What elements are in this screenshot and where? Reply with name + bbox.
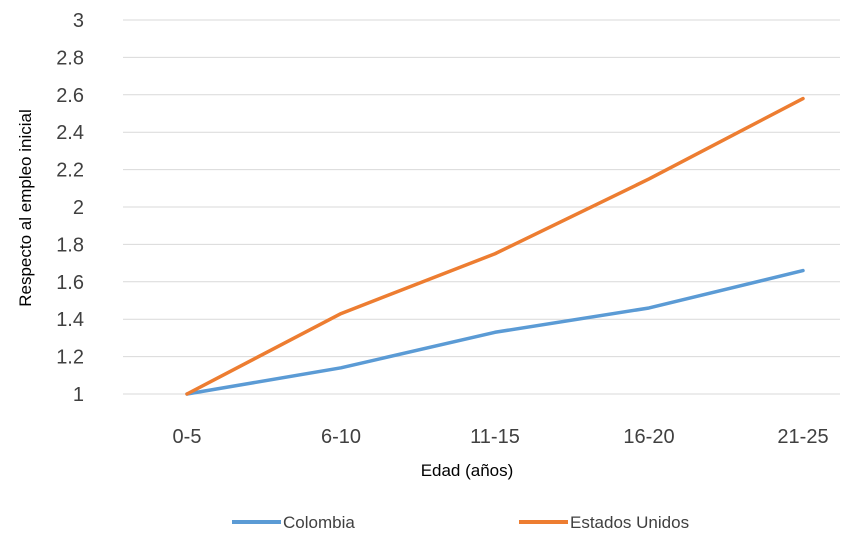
y-tick-label: 1 — [73, 384, 84, 406]
x-tick-label: 6-10 — [321, 426, 361, 448]
y-tick-label: 3 — [73, 10, 84, 32]
x-tick-label: 21-25 — [777, 426, 828, 448]
legend: Colombia Estados Unidos — [232, 513, 689, 532]
series-line-colombia — [185, 268, 805, 396]
y-tick-label: 2.2 — [56, 160, 84, 182]
y-tick-labels: 1 1.2 1.4 1.6 1.8 2 2.2 2.4 2.6 2.8 3 — [56, 10, 84, 406]
gridlines — [123, 19, 840, 395]
x-tick-label: 0-5 — [173, 426, 202, 448]
legend-label: Estados Unidos — [570, 513, 689, 532]
y-tick-label: 2.8 — [56, 47, 84, 69]
x-axis-title: Edad (años) — [421, 461, 514, 480]
legend-label: Colombia — [283, 513, 355, 532]
x-tick-label: 16-20 — [623, 426, 674, 448]
series-lines — [185, 96, 805, 396]
y-tick-label: 1.6 — [56, 272, 84, 294]
x-tick-labels: 0-5 6-10 11-15 16-20 21-25 — [173, 426, 829, 448]
y-tick-label: 2 — [73, 197, 84, 219]
y-tick-label: 1.4 — [56, 309, 84, 331]
y-tick-label: 2.4 — [56, 122, 84, 144]
series-line-estados-unidos — [185, 96, 805, 396]
y-tick-label: 1.2 — [56, 347, 84, 369]
y-axis-title: Respecto al empleo inicial — [16, 109, 35, 307]
y-tick-label: 2.6 — [56, 85, 84, 107]
y-tick-label: 1.8 — [56, 234, 84, 256]
x-tick-label: 11-15 — [470, 426, 520, 448]
